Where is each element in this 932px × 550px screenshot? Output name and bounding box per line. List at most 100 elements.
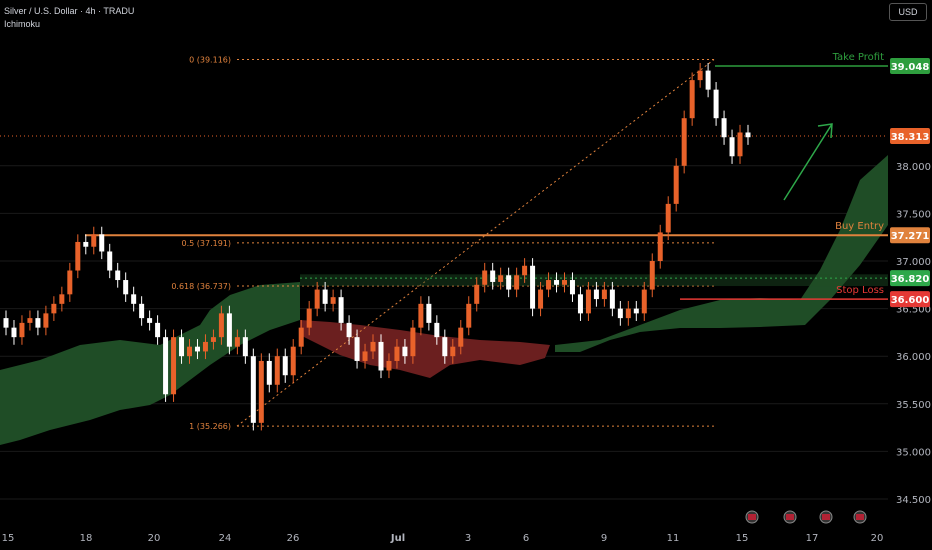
candle-body bbox=[625, 308, 631, 319]
candle-body bbox=[657, 232, 663, 261]
candle-body bbox=[426, 303, 432, 323]
candle-body bbox=[490, 270, 496, 282]
support-zone bbox=[300, 274, 888, 287]
candle-body bbox=[641, 289, 647, 314]
price-tick-label: 37.000 bbox=[896, 257, 931, 268]
candle-body bbox=[354, 337, 360, 361]
candle-body bbox=[234, 337, 240, 347]
candle-body bbox=[163, 337, 169, 395]
ichimoku-cloud bbox=[0, 155, 888, 445]
candle-body bbox=[585, 289, 591, 314]
time-tick-label: 20 bbox=[871, 533, 884, 544]
chart-grid bbox=[0, 165, 888, 500]
candle-body bbox=[242, 337, 248, 357]
candle-body bbox=[450, 346, 456, 357]
last-price-tag: 38.313 bbox=[891, 132, 930, 143]
candle-body bbox=[314, 289, 320, 309]
time-tick-label: 26 bbox=[287, 533, 300, 544]
candle-body bbox=[202, 341, 208, 352]
candle-body bbox=[338, 297, 344, 323]
candle-body bbox=[226, 313, 232, 347]
candle-body bbox=[330, 297, 336, 304]
price-tick-label: 36.000 bbox=[896, 352, 931, 363]
candle-body bbox=[210, 337, 216, 342]
price-axis[interactable]: 38.000 37.500 37.000 36.500 36.000 35.500 35.0… bbox=[896, 162, 931, 506]
candle-body bbox=[506, 275, 512, 290]
take-profit-tag-bg bbox=[890, 58, 930, 75]
candle-body bbox=[729, 137, 735, 157]
fib-level-label: 1 (35.266) bbox=[189, 422, 231, 431]
candle-body bbox=[482, 270, 488, 285]
candle-body bbox=[514, 275, 520, 290]
time-tick-label: 3 bbox=[465, 533, 471, 544]
candle-body bbox=[194, 346, 200, 352]
cloud-bear bbox=[300, 320, 550, 378]
time-tick-label: 6 bbox=[523, 533, 529, 544]
candle-body bbox=[179, 337, 185, 357]
price-tick-label: 36.500 bbox=[896, 305, 931, 316]
candle-body bbox=[27, 318, 33, 323]
candle-body bbox=[274, 356, 280, 385]
candle-body bbox=[11, 327, 17, 338]
currency-button[interactable]: USD bbox=[889, 3, 927, 21]
candle-body bbox=[19, 322, 25, 338]
candle-body bbox=[139, 303, 145, 319]
candle-body bbox=[410, 327, 416, 357]
candle-body bbox=[115, 270, 121, 281]
stop-loss-tag-bg bbox=[890, 291, 930, 308]
candle-body bbox=[530, 265, 536, 309]
candle-body bbox=[745, 132, 751, 138]
flag-stripe bbox=[748, 514, 756, 520]
candle-body bbox=[370, 341, 376, 352]
candle-body bbox=[609, 289, 615, 309]
time-tick-label: 24 bbox=[219, 533, 232, 544]
candle-body bbox=[474, 284, 480, 304]
candle-body bbox=[681, 118, 687, 166]
candle-body bbox=[713, 89, 719, 119]
time-axis[interactable]: 15 18 20 24 26 Jul 3 6 9 11 15 17 20 bbox=[2, 533, 884, 544]
candle-body bbox=[51, 303, 57, 314]
candle-body bbox=[107, 251, 113, 271]
candle-body bbox=[705, 70, 711, 90]
candle-body bbox=[442, 337, 448, 357]
time-tick-label: 17 bbox=[806, 533, 819, 544]
candle-body bbox=[649, 261, 655, 290]
candle-body bbox=[593, 289, 599, 300]
trade-levels: Buy Entry Take Profit Stop Loss bbox=[0, 52, 888, 300]
stop-loss-tag: 36.600 bbox=[891, 295, 930, 306]
candle-body bbox=[123, 280, 129, 295]
fib-level-label: 0 (39.116) bbox=[189, 56, 231, 65]
candle-body bbox=[402, 346, 408, 357]
price-tags: 39.048 38.313 37.271 36.820 36.600 bbox=[890, 58, 930, 308]
price-tick-label: 35.500 bbox=[896, 400, 931, 411]
candle-body bbox=[290, 346, 296, 376]
candle-body bbox=[498, 275, 504, 282]
candle-body bbox=[155, 322, 161, 338]
fib-trend-line bbox=[236, 59, 715, 427]
last-price-tag-bg bbox=[890, 128, 930, 145]
stop-loss-label: Stop Loss bbox=[836, 285, 884, 296]
candle-body bbox=[147, 318, 153, 323]
flag-stripe bbox=[856, 514, 864, 520]
candle-body bbox=[35, 318, 41, 328]
candle-body bbox=[266, 360, 272, 385]
candle-body bbox=[721, 118, 727, 138]
candlestick-series bbox=[3, 62, 751, 431]
price-tick-label: 34.500 bbox=[896, 495, 931, 506]
candle-body bbox=[673, 165, 679, 204]
candle-body bbox=[218, 313, 224, 338]
time-tick-label: 9 bbox=[601, 533, 607, 544]
candle-body bbox=[75, 241, 81, 271]
candle-body bbox=[466, 303, 472, 328]
cloud-bull bbox=[0, 282, 300, 445]
time-tick-label: 15 bbox=[736, 533, 749, 544]
candle-body bbox=[689, 80, 695, 119]
fib-retracement: 0 (39.116) 0.5 (37.191) 0.618 (36.737) 1 (3… bbox=[171, 56, 715, 431]
indicator-label[interactable]: Ichimoku bbox=[4, 19, 41, 29]
flag-stripe bbox=[822, 514, 830, 520]
buy-entry-label: Buy Entry bbox=[835, 221, 884, 232]
candle-body bbox=[458, 327, 464, 347]
candle-body bbox=[99, 234, 105, 252]
candle-body bbox=[617, 308, 623, 319]
